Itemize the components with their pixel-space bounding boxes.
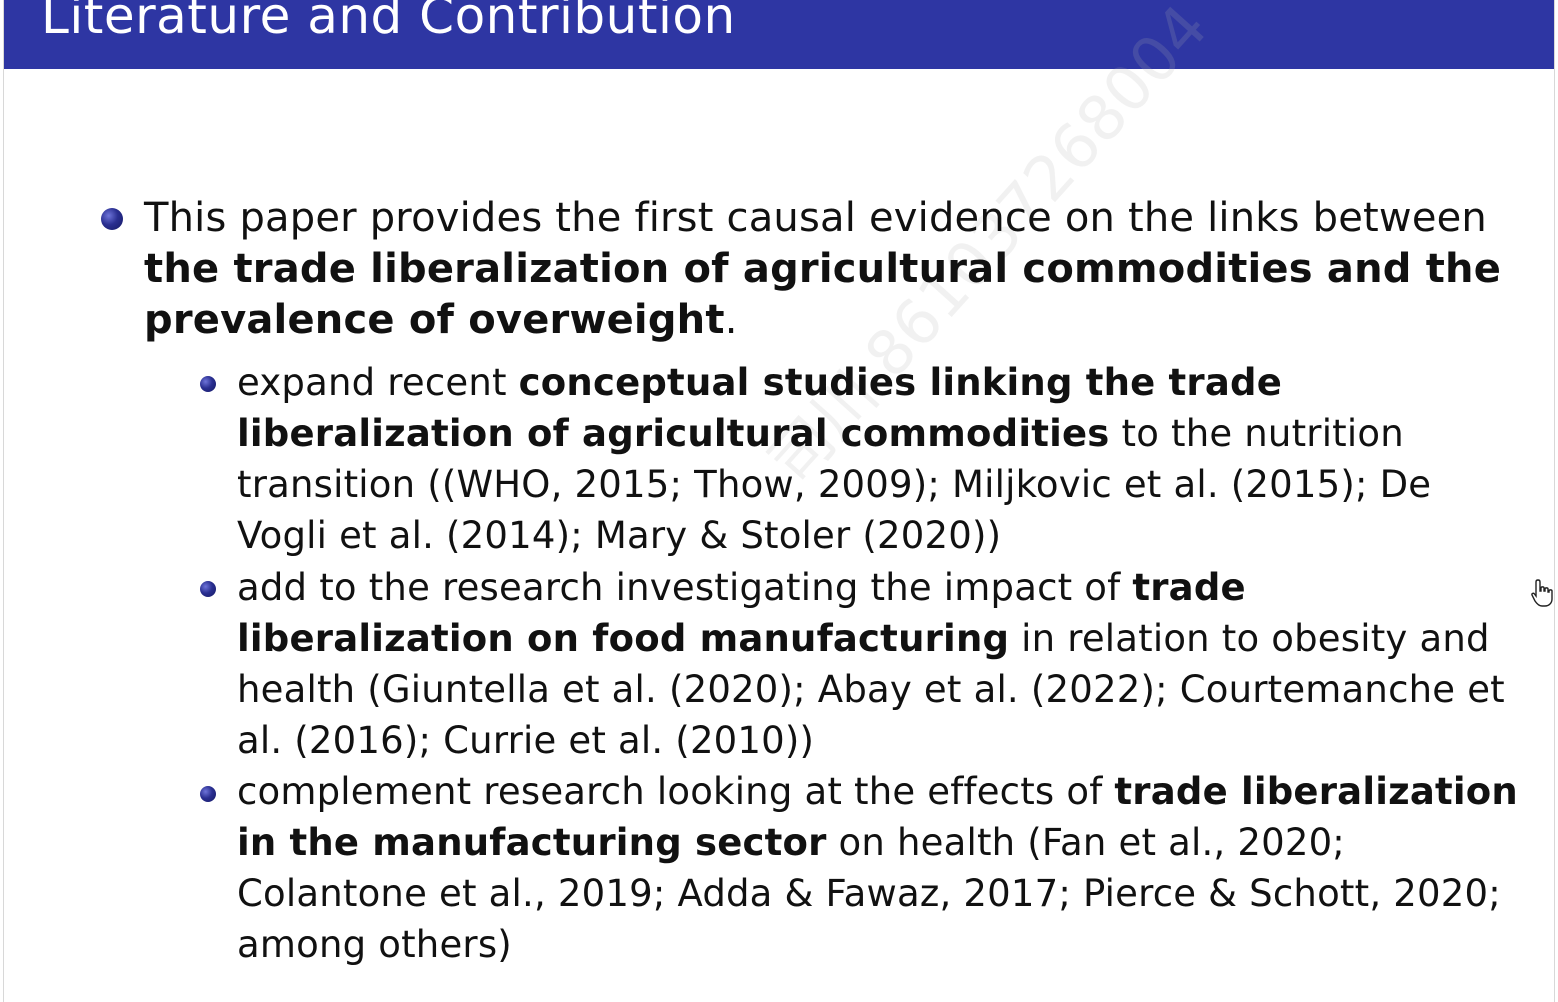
bullet-ball-icon xyxy=(200,376,216,392)
hand-pointer-cursor-icon xyxy=(1530,578,1554,613)
sub-bullet-3-bold: trade liberalization in the manufacturin… xyxy=(237,770,1518,864)
slide: Literature and Contribution 司川 861037268… xyxy=(3,0,1555,1002)
main-bullet-bold: the trade liberalization of agricultural… xyxy=(144,246,1502,343)
sub-bullet-3-text-1: complement research looking at the effec… xyxy=(237,770,1115,813)
main-bullet: This paper provides the first causal evi… xyxy=(144,193,1524,346)
sub-bullet-2-text-1: add to the research investigating the im… xyxy=(237,566,1133,609)
slide-title: Literature and Contribution xyxy=(41,0,736,45)
main-bullet-text-1: This paper provides the first causal evi… xyxy=(144,195,1487,241)
bullet-ball-icon xyxy=(200,786,216,802)
sub-bullet-3: complement research looking at the effec… xyxy=(237,766,1527,970)
sub-bullet-2-bold: trade liberalization on food manufacturi… xyxy=(237,566,1246,660)
sub-bullet-1-text-2: to the nutrition transition ((WHO, 2015;… xyxy=(237,412,1432,557)
main-bullet-text-2: . xyxy=(724,297,738,343)
slide-content: This paper provides the first causal evi… xyxy=(4,0,1554,1002)
sub-bullet-2: add to the research investigating the im… xyxy=(237,562,1527,766)
title-bar: Literature and Contribution xyxy=(4,0,1554,69)
sub-bullet-1-text-1: expand recent xyxy=(237,361,519,404)
sub-bullet-3-text-2: on health (Fan et al., 2020; Colantone e… xyxy=(237,821,1501,966)
bullet-ball-icon xyxy=(200,581,216,597)
sub-bullet-2-text-2: in relation to obesity and health (Giunt… xyxy=(237,617,1505,762)
bullet-ball-icon xyxy=(101,208,123,230)
sub-bullet-1-bold: conceptual studies linking the trade lib… xyxy=(237,361,1283,455)
sub-bullet-1: expand recent conceptual studies linking… xyxy=(237,357,1527,561)
